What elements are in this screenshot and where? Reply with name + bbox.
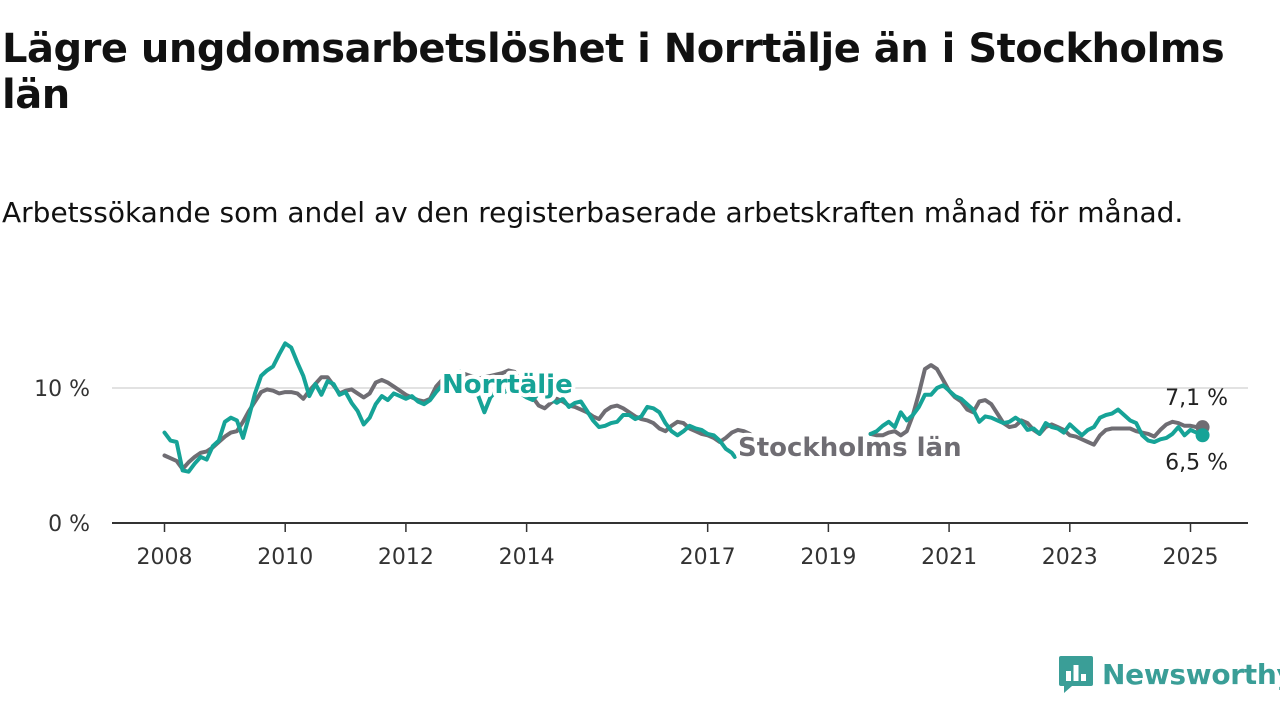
- end-marker-norrtalje: [1195, 428, 1210, 443]
- x-axis: 2008 2010 2012 2014 2017 2019 2021 2023 2025: [112, 522, 1248, 570]
- series-label-stockholms-lan: Stockholms län: [738, 433, 962, 463]
- x-tick-label: 2025: [1163, 545, 1219, 570]
- end-value-label: 7,1 %: [1165, 386, 1228, 411]
- y-axis-ticks: 0 % 10 %: [34, 377, 90, 537]
- x-tick-label: 2021: [921, 545, 977, 570]
- x-tick-label: 2010: [257, 545, 313, 570]
- x-tick-label: 2012: [378, 545, 434, 570]
- chart-subtitle: Arbetssökande som andel av den registerb…: [2, 196, 1184, 229]
- newsworthy-brand[interactable]: Newsworthy: [1058, 652, 1280, 696]
- x-tick-label: 2023: [1042, 545, 1098, 570]
- x-tick-label: 2008: [137, 545, 193, 570]
- x-tick-label: 2017: [680, 545, 736, 570]
- series-labels: Stockholms län Norrtälje: [438, 366, 966, 467]
- y-tick-label: 10 %: [34, 377, 90, 402]
- end-markers: 7,1 % 6,5 %: [1165, 386, 1228, 475]
- series-line-norrtalje: [868, 383, 1205, 444]
- chart-title: Lägre ungdomsarbetslöshet i Norrtälje än…: [2, 26, 1225, 118]
- x-tick-label: 2019: [800, 545, 856, 570]
- series-lines: [162, 341, 1205, 474]
- newsworthy-logo-icon: [1059, 656, 1093, 693]
- series-line-stockholms-lan: [162, 368, 752, 471]
- end-value-label: 6,5 %: [1165, 450, 1228, 475]
- series-label-norrtalje: Norrtälje: [442, 370, 573, 400]
- x-tick-label: 2014: [499, 545, 555, 570]
- series-line-norrtalje: [162, 341, 737, 474]
- newsworthy-wordmark: Newsworthy: [1102, 657, 1280, 691]
- y-tick-label: 0 %: [48, 512, 90, 537]
